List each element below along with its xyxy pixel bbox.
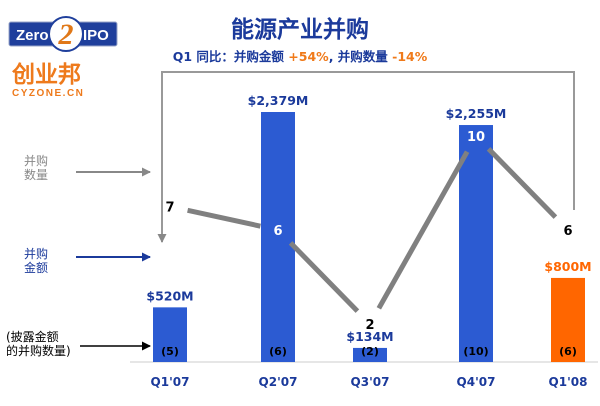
x-tick-label: Q1'07 <box>151 375 190 389</box>
count-label: 7 <box>165 201 174 216</box>
amount-side-label-line1: 并购 <box>24 247 49 261</box>
zero2ipo-logo-right: IPO <box>83 27 109 44</box>
amount-side-label-line2: 金额 <box>24 261 49 275</box>
count-line-segment <box>376 150 470 310</box>
count-change: -14% <box>392 49 428 64</box>
count-label: 2 <box>365 318 374 333</box>
amount-label: $2,255M <box>446 106 507 121</box>
amount-bar <box>353 347 387 362</box>
count-line-segment <box>187 207 261 229</box>
disclosed-count-label: (10) <box>463 345 488 358</box>
count-line-layer <box>187 147 558 313</box>
amount-bar <box>261 112 295 362</box>
amount-bar <box>459 125 493 362</box>
cyzone-logo-cn: 创业邦 <box>11 62 81 88</box>
amount-bar <box>551 277 585 362</box>
zero2ipo-logo-digit: 2 <box>58 18 74 51</box>
chart-title: 能源产业并购 <box>231 17 369 43</box>
amount-side-label: 并购 金额 <box>24 247 48 275</box>
amount-change: +54% <box>288 49 329 64</box>
cyzone-logo: 创业邦 CYZONE.CN <box>11 62 84 99</box>
amount-label: $520M <box>146 288 193 303</box>
disclosed-side-label-line1: (披露金额 <box>6 330 59 344</box>
chart-subtitle: Q1 同比：并购金额 +54%, 并购数量 -14% <box>0 46 600 65</box>
subtitle-separator: , 并购数量 <box>328 49 393 64</box>
count-side-label-line1: 并购 <box>24 154 49 168</box>
x-tick-label: Q1'08 <box>549 375 588 389</box>
amount-bar <box>153 307 187 362</box>
disclosed-side-label: (披露金额 的并购数量) <box>6 330 71 358</box>
subtitle-prefix: Q1 同比：并购金额 <box>172 49 289 64</box>
disclosed-count-label: (2) <box>361 345 379 358</box>
bars-layer <box>153 112 585 362</box>
disclosed-count-label: (6) <box>559 345 577 358</box>
labels-layer: $520M (5) Q1'07 $2,379M (6) Q2'07 $134M(2) Q3'0… <box>146 93 591 389</box>
amount-label: $800M <box>544 259 591 274</box>
disclosed-count-label: (5) <box>161 345 179 358</box>
zero2ipo-logo: Zero 2 IPO <box>8 16 118 52</box>
count-label: 6 <box>563 224 572 239</box>
comparison-bracket <box>157 71 575 243</box>
count-label: 6 <box>273 224 282 239</box>
count-side-label-line2: 数量 <box>24 168 49 182</box>
count-label: 10 <box>467 130 485 145</box>
x-tick-label: Q2'07 <box>259 375 298 389</box>
amount-label: $134M <box>346 329 393 344</box>
zero2ipo-logo-left: Zero <box>16 27 49 44</box>
count-line-segment <box>486 147 558 219</box>
count-side-label: 并购 数量 <box>24 154 48 182</box>
cyzone-logo-en: CYZONE.CN <box>12 88 84 99</box>
disclosed-count-label: (6) <box>269 345 287 358</box>
disclosed-side-label-line2: 的并购数量) <box>6 344 71 358</box>
count-line-segment <box>288 241 360 313</box>
x-tick-label: Q3'07 <box>351 375 390 389</box>
x-tick-label: Q4'07 <box>457 375 496 389</box>
amount-label: $2,379M <box>248 93 309 108</box>
